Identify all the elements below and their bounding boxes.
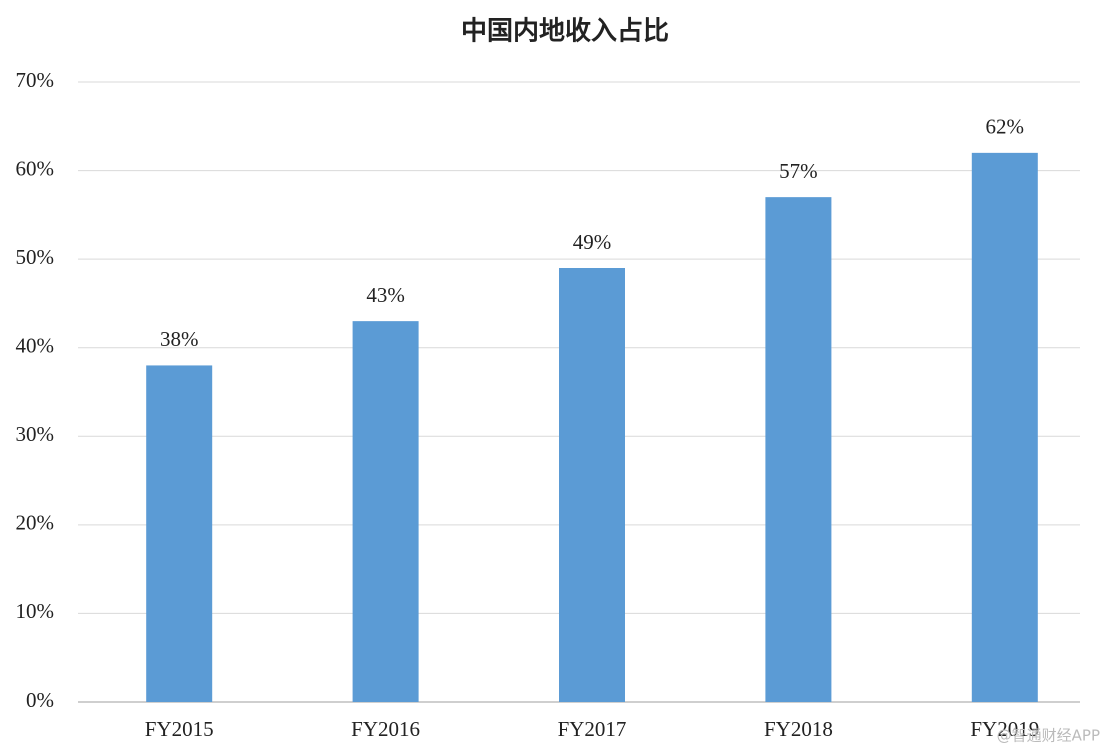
y-tick-label: 60% xyxy=(16,156,55,180)
watermark: @智通财经APP xyxy=(997,727,1100,745)
bar xyxy=(765,197,832,702)
bar xyxy=(146,365,213,702)
y-tick-label: 40% xyxy=(16,334,55,358)
y-tick-label: 0% xyxy=(26,688,54,712)
x-tick-label: FY2017 xyxy=(558,717,627,741)
y-tick-label: 50% xyxy=(16,245,55,269)
chart-title: 中国内地收入占比 xyxy=(461,17,669,47)
value-label: 62% xyxy=(986,115,1025,139)
y-tick-label: 30% xyxy=(16,422,55,446)
x-tick-label: FY2019 xyxy=(970,717,1039,741)
y-tick-label: 70% xyxy=(16,68,55,92)
x-tick-label: FY2018 xyxy=(764,717,833,741)
x-tick-label: FY2016 xyxy=(351,717,420,741)
y-tick-label: 10% xyxy=(16,599,55,623)
bar xyxy=(971,152,1038,702)
value-label: 49% xyxy=(573,230,612,254)
bar xyxy=(559,268,625,702)
value-label: 43% xyxy=(366,283,405,307)
value-label: 38% xyxy=(160,327,199,351)
x-tick-label: FY2015 xyxy=(145,717,214,741)
y-tick-label: 20% xyxy=(16,511,55,535)
value-label: 57% xyxy=(779,159,818,183)
bar xyxy=(352,321,419,702)
